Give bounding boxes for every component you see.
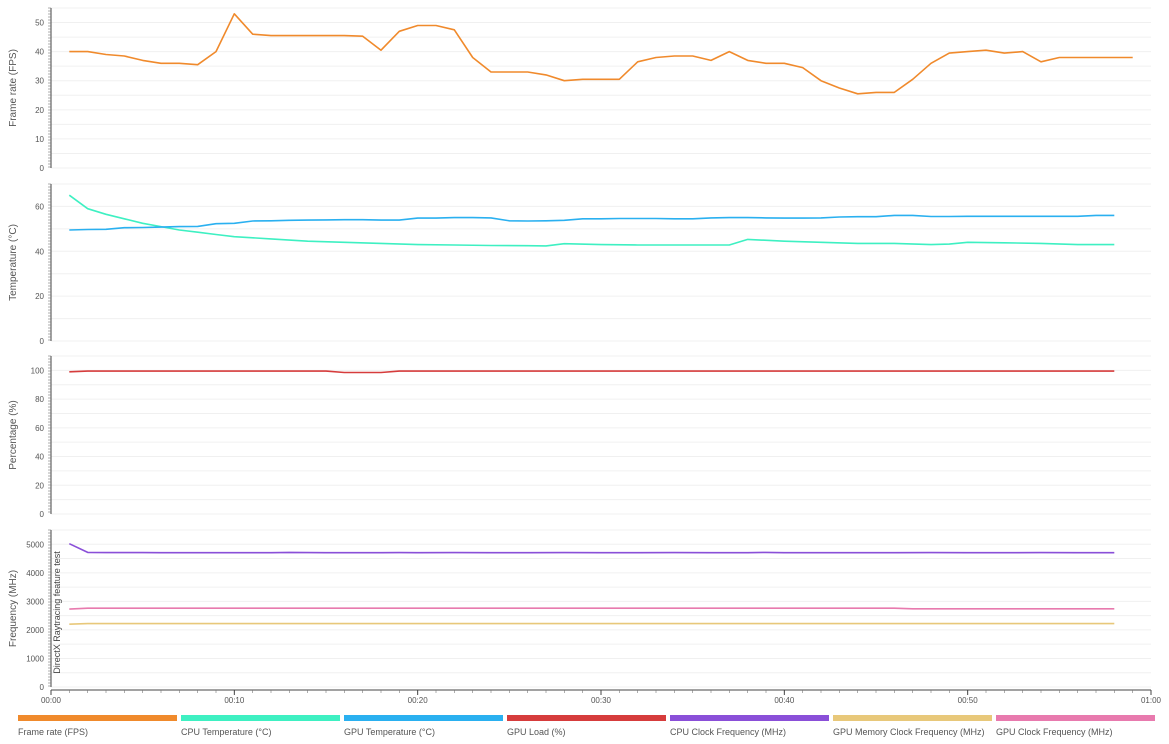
annotation-label: DirectX Raytracing feature test [52, 551, 62, 674]
legend-item-gpu-clock[interactable]: GPU Clock Frequency (MHz) [996, 715, 1155, 737]
legend-swatch-gpu-memory-clock [833, 715, 992, 721]
y-tick-label: 10 [35, 135, 44, 144]
legend-label-gpu-temperature: GPU Temperature (°C) [344, 727, 435, 737]
y-tick-label: 20 [35, 481, 44, 490]
series-line-gpu-clock-frequency-mhz [69, 607, 1115, 610]
legend-item-cpu-temperature[interactable]: CPU Temperature (°C) [181, 715, 340, 737]
legend-label-cpu-temperature: CPU Temperature (°C) [181, 727, 272, 737]
legend-label-gpu-load: GPU Load (%) [507, 727, 566, 737]
legend-item-gpu-memory-clock[interactable]: GPU Memory Clock Frequency (MHz) [833, 715, 992, 737]
x-tick-label: 01:00 [1141, 696, 1162, 705]
legend-swatch-frame-rate [18, 715, 177, 721]
legend-label-gpu-clock: GPU Clock Frequency (MHz) [996, 727, 1113, 737]
y-tick-label: 50 [35, 19, 44, 28]
x-tick-label: 00:10 [224, 696, 245, 705]
y-tick-label: 5000 [26, 540, 44, 549]
legend-item-gpu-temperature[interactable]: GPU Temperature (°C) [344, 715, 503, 737]
series-line-gpu-temperature-c [69, 214, 1115, 231]
y-tick-label: 60 [35, 424, 44, 433]
series-line-cpu-clock-frequency-mhz [68, 542, 1115, 554]
x-tick-label: 00:30 [591, 696, 612, 705]
x-tick-label: 00:50 [958, 696, 979, 705]
y-tick-label: 0 [40, 337, 45, 346]
y-tick-label: 0 [40, 510, 45, 519]
y-axis-title-2: Temperature (°C) [8, 224, 19, 301]
series-line-frame-rate-fps [69, 13, 1133, 95]
y-tick-label: 0 [40, 164, 45, 173]
y-tick-label: 30 [35, 77, 44, 86]
y-tick-label: 40 [35, 247, 44, 256]
y-axis-title-3: Percentage (%) [8, 400, 19, 469]
legend-swatch-gpu-clock [996, 715, 1155, 721]
legend-swatch-cpu-clock [670, 715, 829, 721]
y-tick-label: 80 [35, 395, 44, 404]
legend-swatch-gpu-temperature [344, 715, 503, 721]
telemetry-chart: 0 10 20 30 40 50 Frame rate (FPS) 0 20 40 60 Temper… [8, 7, 1162, 705]
y-tick-label: 40 [35, 48, 44, 57]
y-tick-label: 20 [35, 292, 44, 301]
y-tick-label: 100 [31, 366, 45, 375]
x-tick-label: 00:20 [408, 696, 429, 705]
x-tick-label: 00:00 [41, 696, 62, 705]
y-tick-label: 4000 [26, 569, 44, 578]
legend-item-cpu-clock[interactable]: CPU Clock Frequency (MHz) [670, 715, 829, 737]
legend-swatch-cpu-temperature [181, 715, 340, 721]
series-line-gpu-memory-clock-frequency-mhz [69, 622, 1115, 625]
y-tick-label: 1000 [26, 654, 44, 663]
y-tick-label: 40 [35, 453, 44, 462]
y-tick-label: 0 [40, 683, 45, 692]
x-tick-label: 00:40 [774, 696, 795, 705]
y-tick-label: 60 [35, 202, 44, 211]
legend-item-gpu-load[interactable]: GPU Load (%) [507, 715, 666, 737]
series-line-cpu-temperature-c [68, 194, 1115, 247]
legend-label-gpu-memory-clock: GPU Memory Clock Frequency (MHz) [833, 727, 985, 737]
legend-swatch-gpu-load [507, 715, 666, 721]
legend-item-frame-rate[interactable]: Frame rate (FPS) [18, 715, 177, 737]
series-line-gpu-load [69, 370, 1115, 374]
legend-label-frame-rate: Frame rate (FPS) [18, 727, 89, 737]
legend: Frame rate (FPS) CPU Temperature (°C) GP… [18, 715, 1161, 741]
y-tick-label: 3000 [26, 597, 44, 606]
y-axis-title-4: Frequency (MHz) [8, 570, 19, 647]
y-axis-title-1: Frame rate (FPS) [8, 49, 19, 127]
y-tick-label: 2000 [26, 626, 44, 635]
y-tick-label: 20 [35, 106, 44, 115]
legend-label-cpu-clock: CPU Clock Frequency (MHz) [670, 727, 787, 737]
